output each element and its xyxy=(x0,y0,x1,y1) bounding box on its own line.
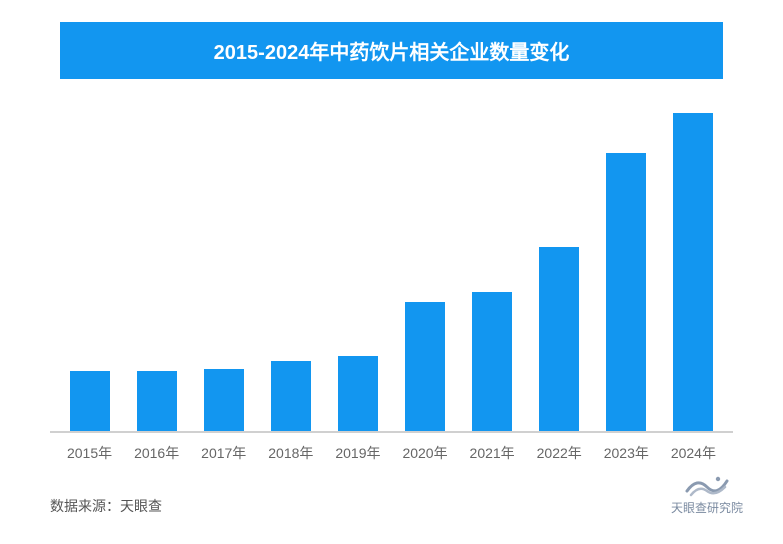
bar-slot xyxy=(391,103,458,431)
x-axis-label: 2017年 xyxy=(190,443,257,463)
x-axis-label: 2019年 xyxy=(324,443,391,463)
bars-wrapper xyxy=(50,103,733,431)
chart-title: 2015-2024年中药饮片相关企业数量变化 xyxy=(214,42,570,64)
x-axis-label: 2018年 xyxy=(257,443,324,463)
x-axis-label: 2016年 xyxy=(123,443,190,463)
bar-slot xyxy=(459,103,526,431)
bar xyxy=(472,292,512,431)
brand-wave-icon xyxy=(685,473,729,497)
data-source: 数据来源：天眼查 xyxy=(50,496,162,516)
bar xyxy=(137,371,177,431)
bar-slot xyxy=(324,103,391,431)
bar xyxy=(673,113,713,431)
x-axis-labels: 2015年2016年2017年2018年2019年2020年2021年2022年… xyxy=(50,443,733,463)
chart-title-banner: 2015-2024年中药饮片相关企业数量变化 xyxy=(60,22,723,79)
x-axis-label: 2023年 xyxy=(593,443,660,463)
bar xyxy=(539,247,579,431)
source-label: 数据来源： xyxy=(50,498,120,514)
x-axis-label: 2022年 xyxy=(526,443,593,463)
chart-plot-area xyxy=(50,103,733,433)
source-value: 天眼查 xyxy=(120,498,162,514)
footer-row: 数据来源：天眼查 天眼查研究院 xyxy=(50,473,743,516)
x-axis-label: 2015年 xyxy=(56,443,123,463)
bar-slot xyxy=(56,103,123,431)
x-axis-label: 2024年 xyxy=(660,443,727,463)
brand-name: 天眼查研究院 xyxy=(671,499,743,516)
bar xyxy=(405,302,445,431)
bar xyxy=(70,371,110,431)
brand-logo: 天眼查研究院 xyxy=(671,473,743,516)
bar xyxy=(204,369,244,431)
bar-slot xyxy=(526,103,593,431)
bar-slot xyxy=(123,103,190,431)
bar xyxy=(271,361,311,431)
bar-slot xyxy=(257,103,324,431)
bar xyxy=(338,356,378,431)
bar-slot xyxy=(660,103,727,431)
bar-slot xyxy=(593,103,660,431)
x-axis-label: 2021年 xyxy=(459,443,526,463)
bar-slot xyxy=(190,103,257,431)
x-axis-label: 2020年 xyxy=(391,443,458,463)
bar xyxy=(606,153,646,431)
